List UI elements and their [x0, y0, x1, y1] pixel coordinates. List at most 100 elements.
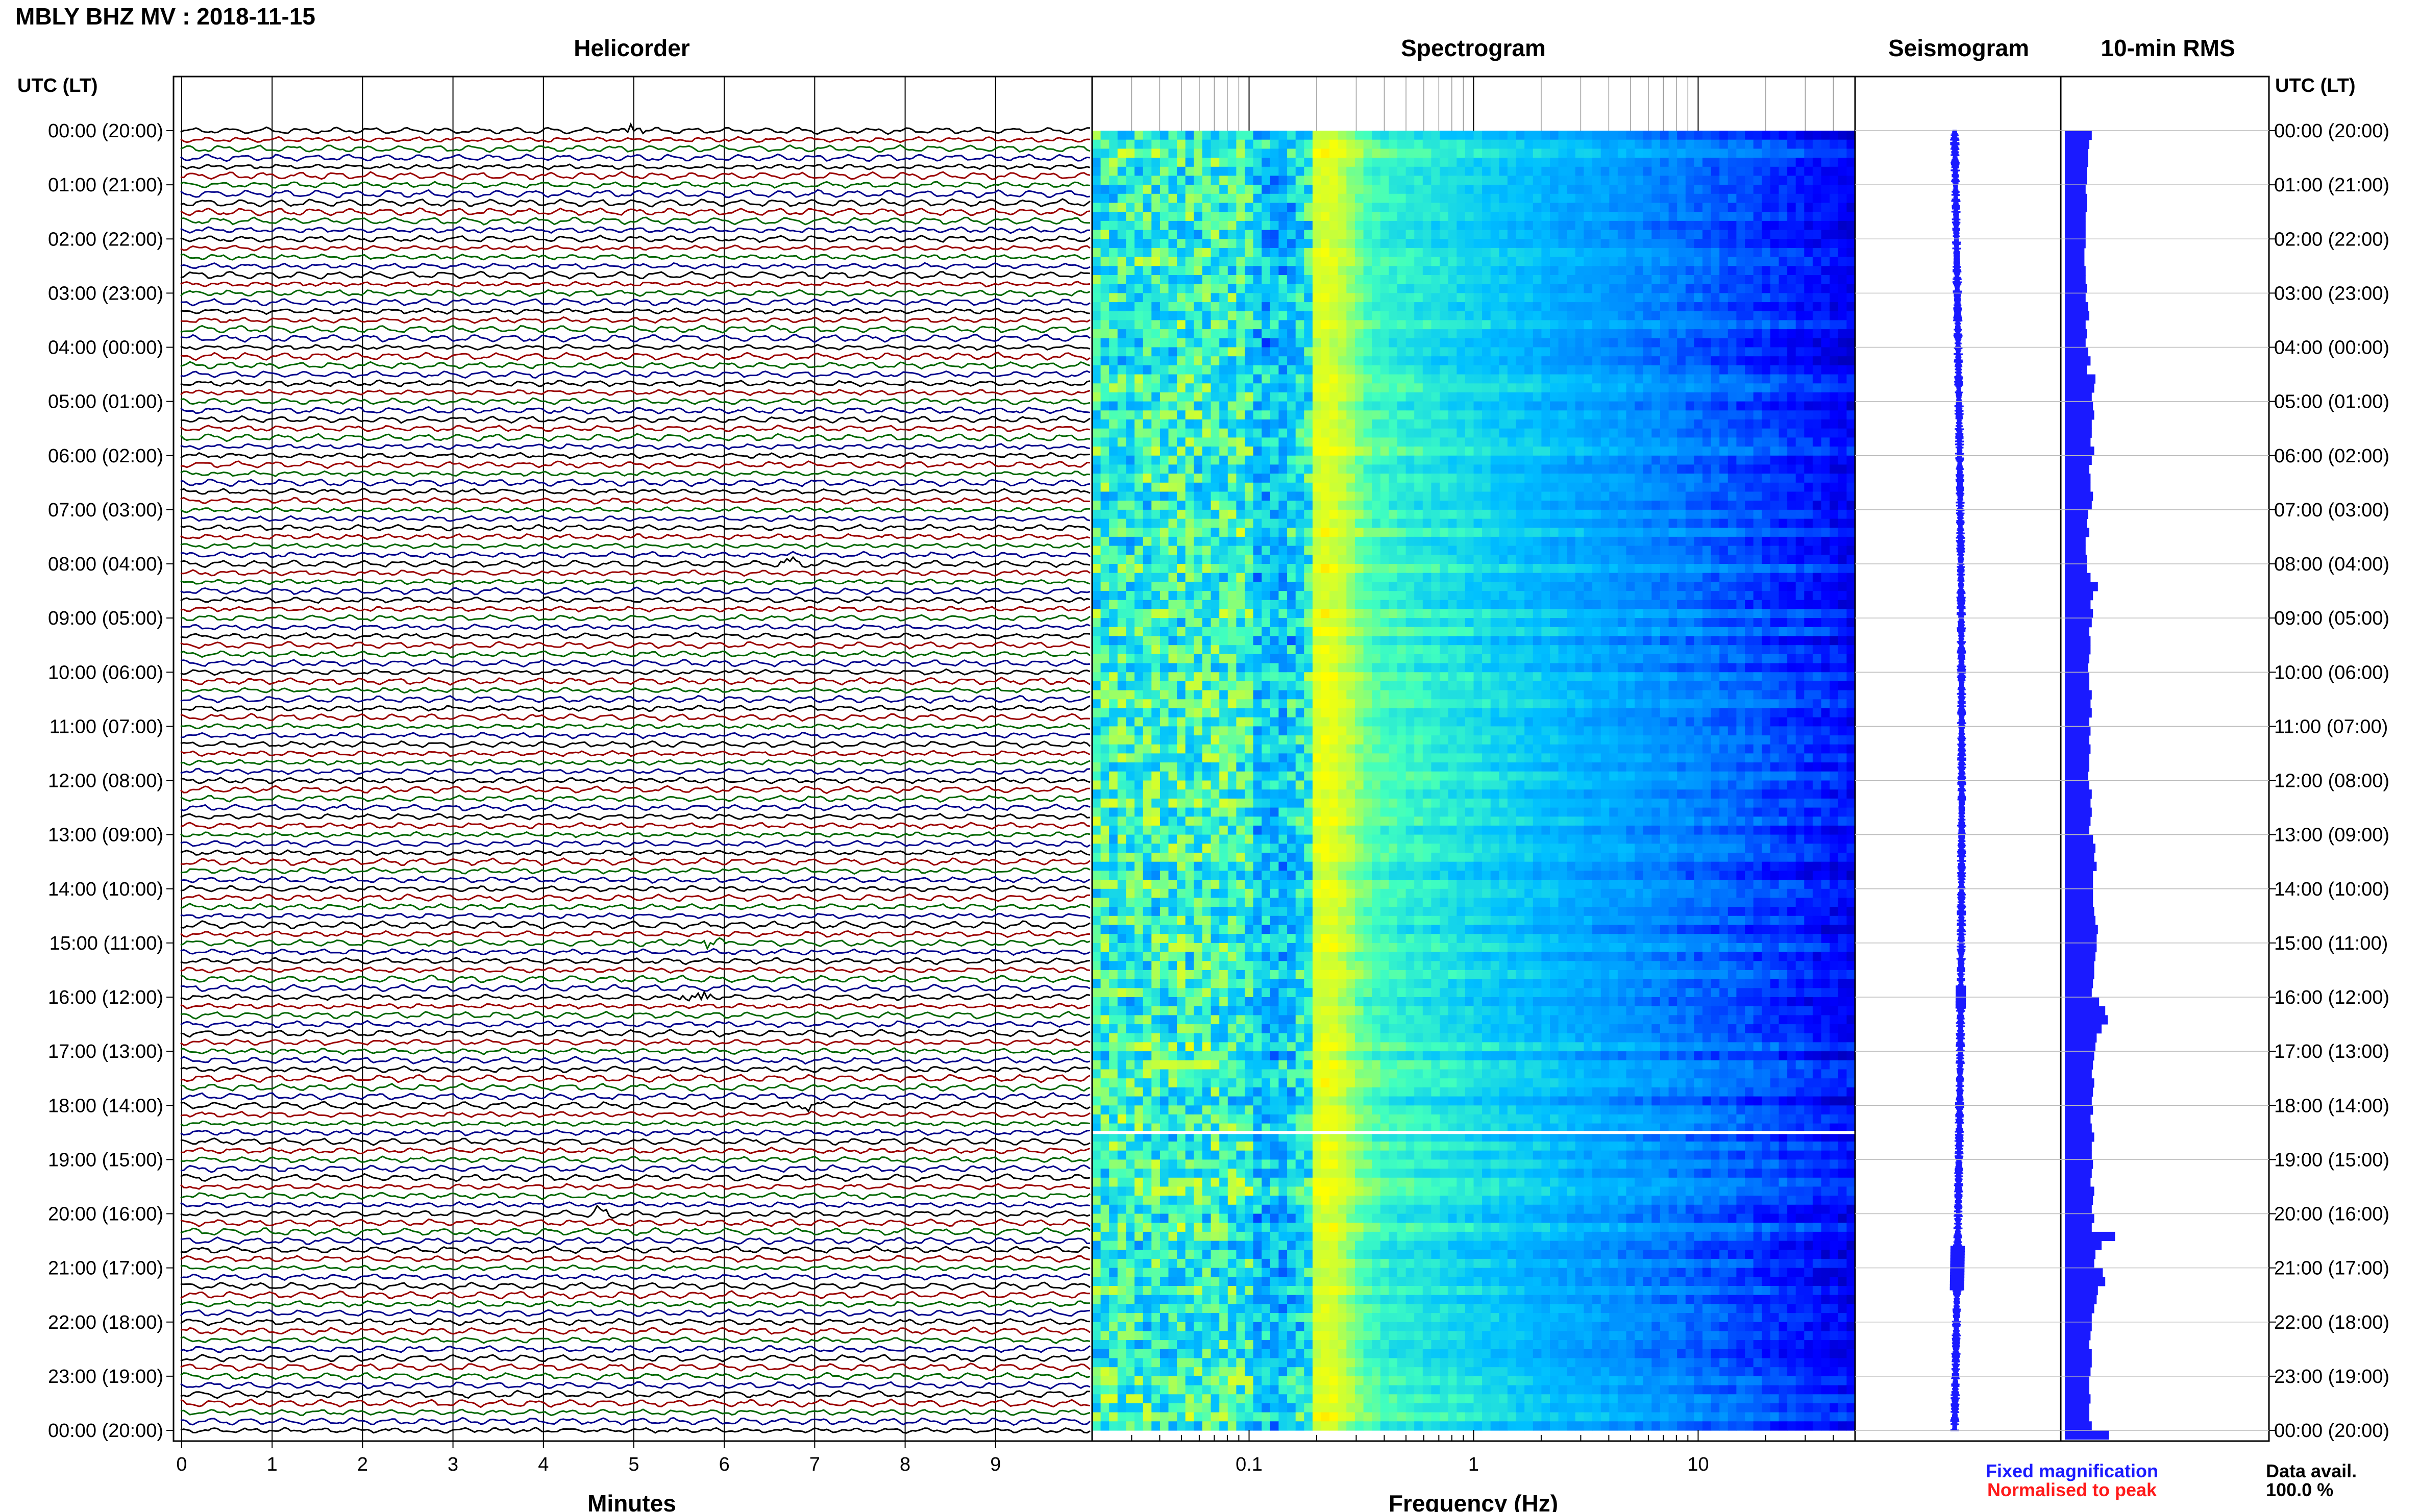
- spectrogram-cell: [1838, 428, 1847, 438]
- spectrogram-cell: [1389, 338, 1398, 348]
- spectrogram-cell: [1524, 464, 1534, 474]
- spectrogram-cell: [1405, 158, 1415, 167]
- spectrogram-cell: [1202, 329, 1212, 339]
- spectrogram-cell: [1643, 600, 1652, 610]
- spectrogram-cell: [1270, 491, 1279, 501]
- spectrogram-cell: [1745, 401, 1754, 411]
- spectrogram-cell: [1482, 338, 1491, 348]
- spectrogram-cell: [1651, 374, 1661, 384]
- spectrogram-cell: [1651, 230, 1661, 239]
- spectrogram-cell: [1609, 230, 1618, 239]
- spectrogram-cell: [1677, 501, 1686, 510]
- spectrogram-cell: [1635, 193, 1644, 204]
- spectrogram-cell: [1812, 392, 1822, 402]
- spectrogram-cell: [1617, 455, 1627, 465]
- spectrogram-cell: [1338, 374, 1347, 384]
- spectrogram-cell: [1168, 383, 1177, 393]
- spectrogram-cell: [1159, 293, 1169, 303]
- spectrogram-cell: [1109, 410, 1118, 420]
- spectrogram-cell: [1211, 302, 1220, 312]
- spectrogram-cell: [1567, 573, 1576, 582]
- spectrogram-cell: [1677, 491, 1686, 501]
- spectrogram-cell: [1812, 247, 1822, 258]
- spectrogram-cell: [1685, 410, 1694, 420]
- spectrogram-cell: [1762, 528, 1771, 537]
- spectrogram-cell: [1100, 302, 1109, 312]
- spectrogram-cell: [1312, 501, 1322, 510]
- spectrogram-cell: [1727, 230, 1737, 239]
- spectrogram-cell: [1533, 518, 1542, 528]
- spectrogram-cell: [1194, 166, 1203, 177]
- spectrogram-cell: [1278, 257, 1288, 266]
- spectrogram-cell: [1821, 247, 1830, 258]
- spectrogram-cell: [1354, 311, 1364, 321]
- spectrogram-cell: [1126, 455, 1135, 465]
- spectrogram-cell: [1422, 239, 1431, 249]
- spectrogram-cell: [1651, 401, 1661, 411]
- spectrogram-cell: [1779, 176, 1788, 185]
- spectrogram-cell: [1516, 573, 1525, 582]
- spectrogram-cell: [1126, 546, 1135, 555]
- spectrogram-cell: [1100, 220, 1109, 231]
- spectrogram-cell: [1719, 600, 1729, 610]
- spectrogram-cell: [1405, 148, 1415, 158]
- spectrogram-cell: [1533, 383, 1542, 393]
- spectrogram-cell: [1812, 582, 1822, 591]
- spectrogram-cell: [1100, 591, 1109, 601]
- spectrogram-cell: [1151, 266, 1161, 276]
- spectrogram-cell: [1787, 329, 1796, 339]
- spectrogram-cell: [1465, 419, 1474, 429]
- spectrogram-cell: [1227, 176, 1237, 185]
- spectrogram-cell: [1211, 220, 1220, 231]
- spectrogram-cell: [1338, 600, 1347, 610]
- spectrogram-cell: [1660, 546, 1669, 555]
- spectrogram-cell: [1635, 302, 1644, 312]
- spectrogram-cell: [1779, 410, 1788, 420]
- spectrogram-cell: [1372, 158, 1381, 167]
- spectrogram-cell: [1584, 564, 1593, 574]
- spectrogram-cell: [1440, 356, 1449, 366]
- spectrogram-cell: [1558, 311, 1567, 321]
- spectrogram-cell: [1795, 365, 1805, 375]
- spectrogram-cell: [1727, 247, 1737, 258]
- spectrogram-cell: [1312, 401, 1322, 411]
- spectrogram-cell: [1295, 185, 1304, 194]
- spectrogram-cell: [1677, 419, 1686, 429]
- spectrogram-cell: [1262, 284, 1271, 293]
- spectrogram-cell: [1457, 220, 1466, 231]
- spectrogram-cell: [1677, 555, 1686, 564]
- spectrogram-cell: [1100, 148, 1109, 158]
- spectrogram-cell: [1668, 464, 1677, 474]
- spectrogram-cell: [1227, 546, 1237, 555]
- spectrogram-cell: [1202, 176, 1212, 185]
- spectrogram-cell: [1558, 212, 1567, 221]
- spectrogram-cell: [1227, 609, 1237, 618]
- spectrogram-cell: [1151, 392, 1161, 402]
- spectrogram-cell: [1643, 284, 1652, 293]
- spectrogram-cell: [1482, 293, 1491, 303]
- spectrogram-cell: [1321, 564, 1330, 574]
- spectrogram-cell: [1236, 374, 1245, 384]
- spectrogram-cell: [1524, 410, 1534, 420]
- spectrogram-cell: [1677, 320, 1686, 330]
- spectrogram-cell: [1117, 528, 1126, 537]
- spectrogram-cell: [1821, 320, 1830, 330]
- spectrogram-cell: [1202, 185, 1212, 194]
- spectrogram-cell: [1363, 555, 1372, 564]
- spectrogram-cell: [1609, 220, 1618, 231]
- spectrogram-cell: [1092, 220, 1101, 231]
- spectrogram-cell: [1795, 437, 1805, 447]
- spectrogram-cell: [1363, 546, 1372, 555]
- spectrogram-cell: [1304, 564, 1313, 574]
- spectrogram-cell: [1846, 347, 1856, 357]
- spectrogram-cell: [1838, 536, 1847, 547]
- spectrogram-cell: [1211, 401, 1220, 411]
- spectrogram-cell: [1753, 555, 1762, 564]
- spectrogram-cell: [1185, 401, 1194, 411]
- spectrogram-cell: [1821, 212, 1830, 221]
- spectrogram-cell: [1194, 338, 1203, 348]
- spectrogram-cell: [1516, 176, 1525, 185]
- spectrogram-cell: [1270, 365, 1279, 375]
- spectrogram-cell: [1770, 275, 1780, 285]
- spectrogram-cell: [1651, 365, 1661, 375]
